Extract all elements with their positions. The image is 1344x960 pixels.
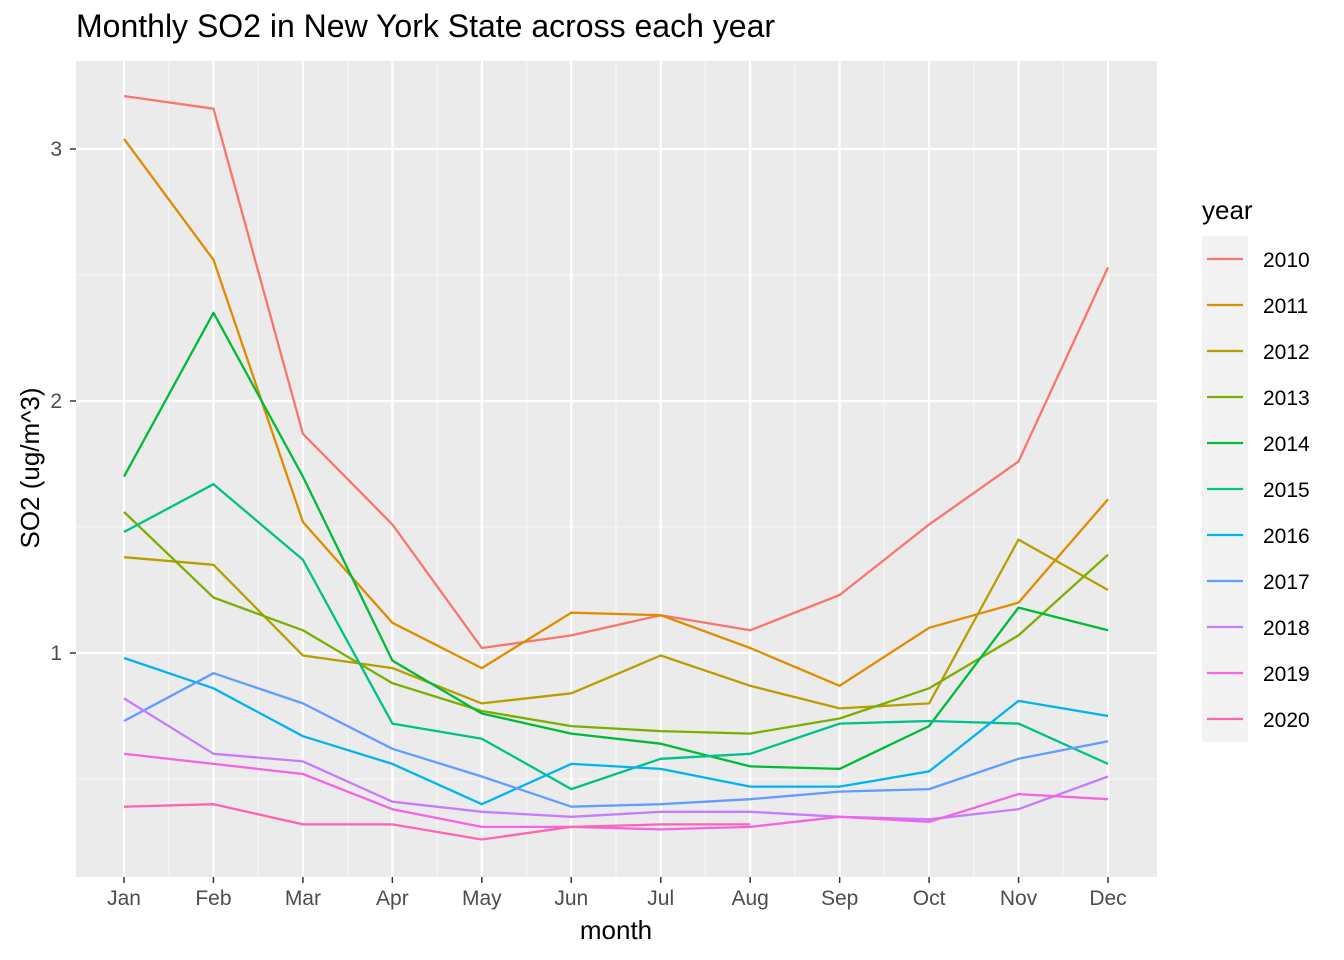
axes: 1 2 3 Jan Feb Mar Apr May Jun Jul Aug Sep Oct Nov Dec [50,138,1126,910]
chart-title: Monthly SO2 in New York State across eac… [76,8,776,44]
legend-label-2014: 2014 [1263,433,1310,456]
legend-label-2012: 2012 [1263,341,1310,364]
y-tick-label: 3 [50,138,62,161]
grid-lines [76,61,1157,877]
x-tick-label: Oct [913,887,946,910]
series-line-2017 [123,672,1109,808]
x-tick-label: Aug [731,887,768,910]
legend-items: 2010 2011 2012 2013 2014 2015 2016 2017 2018 2019… [1202,236,1310,742]
x-tick-label: Feb [195,887,231,910]
x-axis-title: month [580,915,652,945]
x-tick-label: May [462,887,502,910]
legend-label-2011: 2011 [1263,295,1308,318]
x-tick-label: Apr [376,887,409,910]
series-line-2015 [123,483,1109,791]
series-line-2010 [123,94,1110,650]
legend-label-2017: 2017 [1263,571,1310,594]
legend-label-2019: 2019 [1263,663,1310,686]
series-line-2011 [123,138,1109,687]
x-tick-label: Jun [554,887,588,910]
series-line-2020 [123,803,751,841]
series-line-2012 [123,538,1109,710]
legend-label-2016: 2016 [1263,525,1310,548]
x-tick-label: Dec [1089,887,1126,910]
series-line-2013 [123,511,1109,735]
y-axis-title: SO2 (ug/m^3) [15,387,45,548]
x-tick-label: Sep [821,887,858,910]
y-tick-label: 2 [50,390,62,413]
x-tick-label: Jul [647,887,674,910]
x-tick-label: Jan [107,887,141,910]
series-lines [122,94,1110,841]
legend-label-2013: 2013 [1263,387,1310,410]
y-tick-label: 1 [50,642,62,665]
x-tick-label: Nov [1000,887,1038,910]
legend-label-2010: 2010 [1263,249,1310,272]
series-line-2014 [122,311,1109,771]
legend-label-2015: 2015 [1263,479,1310,502]
legend-label-2018: 2018 [1263,617,1310,640]
series-line-2019 [123,752,1109,831]
legend: year 20102011201220132014201520162017201… [1202,195,1310,742]
series-line-2016 [123,656,1109,806]
legend-title: year [1202,195,1253,225]
legend-label-2020: 2020 [1263,709,1310,732]
x-tick-label: Mar [285,887,321,910]
